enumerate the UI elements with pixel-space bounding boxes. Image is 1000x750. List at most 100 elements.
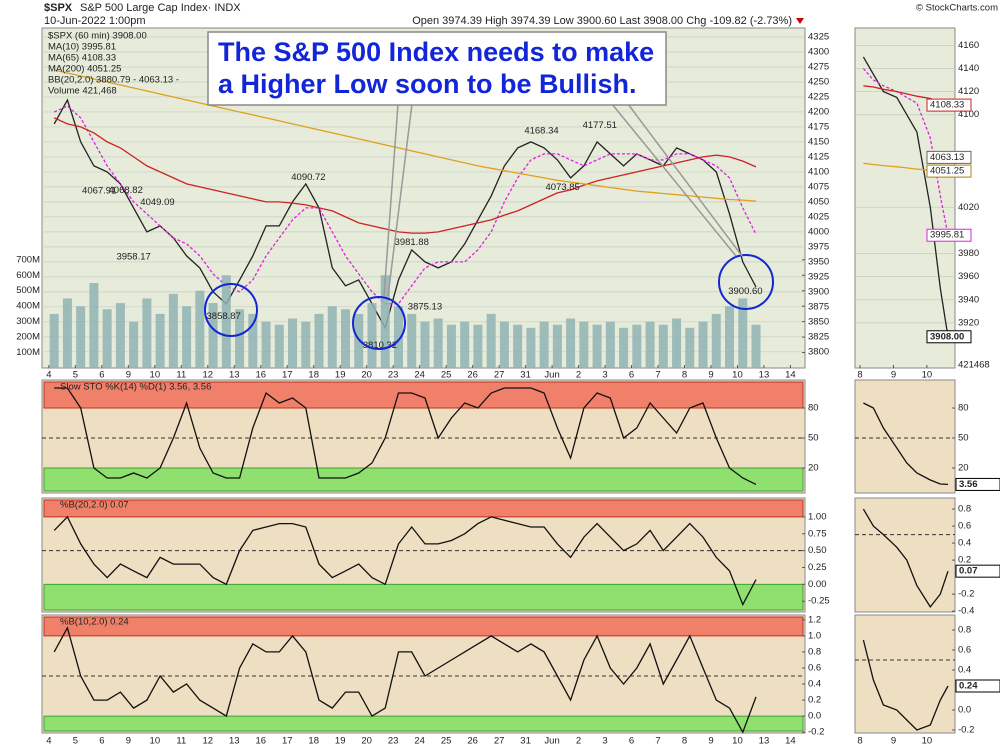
y-tick-label: 600M	[16, 270, 40, 281]
price-label: 3900.60	[728, 286, 762, 297]
y-tick-label: 0.4	[958, 665, 971, 676]
x-tick-label: 16	[255, 736, 266, 747]
x-tick-label: 10	[150, 736, 161, 747]
volume-bar	[367, 303, 377, 368]
zone	[43, 583, 804, 611]
x-tick-label: 24	[414, 736, 425, 747]
volume-bar	[433, 318, 443, 368]
volume-bar	[182, 306, 192, 368]
x-tick-label: 10	[732, 736, 743, 747]
x-tick-label: 18	[308, 736, 319, 747]
x-tick-label: 13	[229, 736, 240, 747]
x-tick-label: 18	[308, 370, 319, 381]
x-tick-label: 19	[335, 736, 346, 747]
y-tick-label: 3950	[808, 256, 829, 267]
x-tick-label: 7	[655, 736, 660, 747]
y-tick-label: 3980	[958, 248, 979, 259]
x-tick-label: 26	[467, 736, 478, 747]
x-tick-label: 27	[494, 370, 505, 381]
volume-bar	[142, 298, 152, 368]
zone	[43, 499, 804, 518]
y-tick-label: 0.0	[958, 705, 971, 716]
volume-bar	[698, 321, 708, 368]
y-tick-label: 4300	[808, 46, 829, 57]
x-tick-label: 4	[46, 370, 51, 381]
zone	[43, 467, 804, 492]
x-tick-label: 6	[99, 370, 104, 381]
y-tick-label: -0.2	[958, 589, 974, 600]
x-tick-label: 23	[388, 736, 399, 747]
y-tick-label: 0.2	[958, 555, 971, 566]
volume-bar	[725, 306, 735, 368]
y-tick-label: 3900	[808, 286, 829, 297]
volume-bar	[288, 318, 298, 368]
y-tick-label: 4125	[808, 151, 829, 162]
x-tick-label: Jun	[544, 736, 559, 747]
value-tag-label: 0.24	[959, 681, 978, 692]
volume-bar	[619, 327, 629, 368]
y-tick-label: 4225	[808, 91, 829, 102]
panel-background	[854, 379, 956, 494]
y-tick-label: 4075	[808, 181, 829, 192]
x-tick-label: 8	[682, 370, 687, 381]
x-tick-label: 17	[282, 736, 293, 747]
y-tick-label: 0.8	[808, 646, 821, 657]
y-tick-label: 3960	[958, 271, 979, 282]
y-tick-label: 20	[808, 463, 819, 474]
x-tick-label: 3	[602, 736, 607, 747]
y-tick-label: 3925	[808, 271, 829, 282]
volume-bar	[499, 321, 509, 368]
price-label: 4177.51	[583, 120, 617, 131]
index-name: S&P 500 Large Cap Index· INDX	[80, 2, 241, 14]
panel-title: %B(20,2.0) 0.07	[60, 500, 129, 511]
highlight-circle	[204, 283, 258, 337]
y-tick-label: 3920	[958, 317, 979, 328]
volume-bar	[62, 298, 72, 368]
x-tick-label: 14	[785, 370, 796, 381]
x-tick-label: 3	[602, 370, 607, 381]
volume-bar	[354, 313, 364, 368]
volume-bar	[592, 324, 602, 368]
volume-bar	[195, 290, 205, 368]
price-label: 3810.32	[363, 340, 397, 351]
volume-bar	[579, 321, 589, 368]
volume-bar	[711, 313, 721, 368]
x-tick-label: 9	[891, 736, 896, 747]
y-tick-label: 3875	[808, 301, 829, 312]
value-tag-label: 3.56	[959, 479, 978, 490]
y-tick-label: 50	[958, 433, 969, 444]
x-tick-label: 2	[576, 736, 581, 747]
volume-bar	[407, 313, 417, 368]
x-tick-label: Jun	[544, 370, 559, 381]
x-tick-label: 2	[576, 370, 581, 381]
x-tick-label: 9	[126, 736, 131, 747]
y-tick-label: 20	[958, 463, 969, 474]
y-tick-label: 0.50	[808, 545, 827, 556]
y-tick-label: 300M	[16, 316, 40, 327]
x-tick-label: 17	[282, 370, 293, 381]
y-tick-label: 3800	[808, 346, 829, 357]
price-label: 3981.88	[395, 237, 429, 248]
zone	[43, 381, 804, 409]
value-tag-label: 3908.00	[930, 331, 964, 342]
x-tick-label: 25	[441, 370, 452, 381]
volume-bar	[672, 318, 682, 368]
panel-background	[854, 614, 956, 734]
volume-bar	[235, 309, 245, 368]
volume-bar	[566, 318, 576, 368]
x-tick-label: 9	[126, 370, 131, 381]
y-tick-label: 4020	[958, 202, 979, 213]
volume-bar	[129, 321, 139, 368]
y-tick-label: 4160	[958, 40, 979, 51]
series-line	[862, 508, 949, 609]
x-tick-label: 13	[759, 370, 770, 381]
y-tick-label: 4120	[958, 86, 979, 97]
price-label: 3875.13	[408, 301, 442, 312]
y-tick-label: -0.25	[808, 596, 830, 607]
price-label: 4049.09	[140, 197, 174, 208]
y-tick-label: 700M	[16, 254, 40, 265]
x-tick-label: 20	[361, 736, 372, 747]
panel-title: %B(10,2.0) 0.24	[60, 617, 129, 628]
callout-arrow	[383, 103, 413, 297]
